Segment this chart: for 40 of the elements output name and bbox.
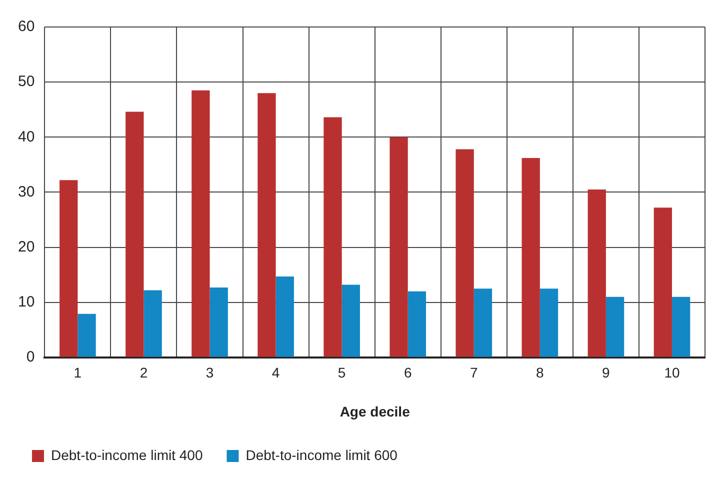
y-tick-label: 30 [18,183,35,200]
x-tick-label: 1 [74,364,82,381]
x-tick-label: 9 [602,364,610,381]
bar [78,314,96,357]
y-tick-label: 0 [26,348,35,366]
bar [258,93,276,357]
x-tick-label: 8 [536,364,544,381]
bar [456,149,474,357]
y-tick-label: 10 [18,293,35,310]
bar [60,180,78,357]
y-tick-label: 40 [18,128,35,146]
x-tick-label: 5 [338,364,346,381]
y-tick-label: 50 [18,73,35,90]
x-tick-label: 2 [140,364,148,381]
bar [144,290,162,357]
bar [408,291,426,357]
x-tick-label: 6 [404,364,412,381]
x-axis-title: Age decile [340,403,410,420]
y-tick-label: 60 [18,18,35,36]
x-tick-label: 3 [206,364,214,381]
x-tick-label: 10 [664,364,680,381]
bar [276,276,294,357]
bar [588,189,606,357]
legend-label: Debt-to-income limit 400 [51,446,203,463]
bar [390,137,408,357]
bar [522,158,540,357]
legend-label: Debt-to-income limit 600 [246,446,398,463]
bar [324,117,342,357]
x-tick-label: 7 [470,364,478,381]
y-tick-label: 20 [18,238,35,256]
bar [342,284,360,357]
bar [192,90,210,357]
x-tick-label: 4 [272,364,280,381]
bar [672,296,690,357]
bar [606,296,624,357]
bar [540,288,558,357]
bar [474,288,492,357]
bar [126,112,144,357]
bar [210,287,228,357]
bar [654,208,672,357]
